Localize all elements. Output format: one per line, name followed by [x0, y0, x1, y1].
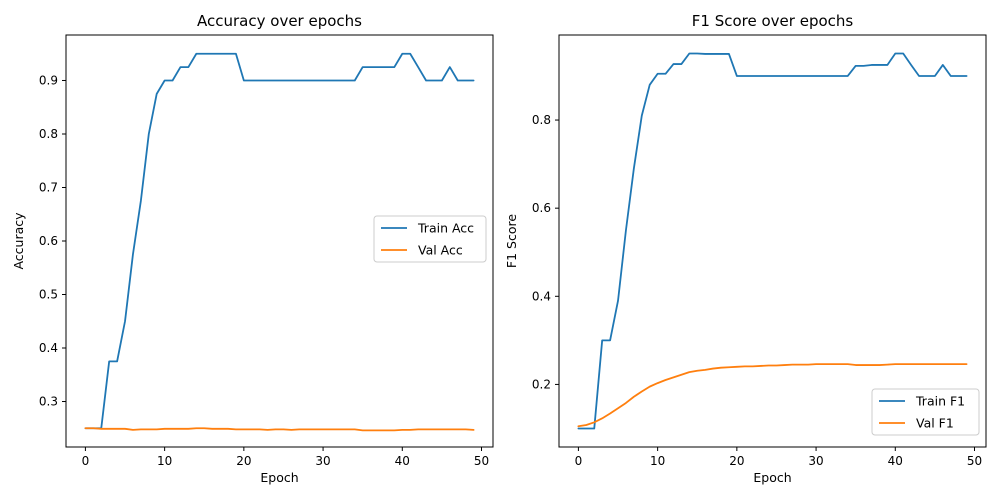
accuracy-y-tick-label: 0.5	[39, 288, 58, 302]
accuracy-x-axis-title: Epoch	[260, 470, 298, 485]
f1-y-axis-title: F1 Score	[504, 214, 519, 268]
accuracy-x-tick-label: 30	[315, 454, 330, 468]
f1-y-tick-label: 0.8	[532, 113, 551, 127]
f1-series-line-train	[577, 52, 968, 430]
accuracy-y-tick-label: 0.6	[39, 234, 58, 248]
f1-y-tick-label: 0.6	[532, 201, 551, 215]
f1-y-tick-label: 0.4	[532, 289, 551, 303]
accuracy-x-tick-label: 0	[82, 454, 90, 468]
accuracy-legend-label-val: Val Acc	[418, 243, 463, 258]
accuracy-y-tick-label: 0.7	[39, 180, 58, 194]
f1-x-tick-label: 0	[575, 454, 583, 468]
f1-chart-title: F1 Score over epochs	[692, 12, 854, 30]
f1-legend-label-val: Val F1	[916, 416, 954, 431]
accuracy-chart: Accuracy over epochs Epoch Accuracy Trai…	[11, 12, 494, 485]
accuracy-x-tick-label: 40	[395, 454, 410, 468]
f1-x-tick-label: 30	[808, 454, 823, 468]
f1-plot-frame	[558, 34, 987, 448]
accuracy-series-line-train	[84, 52, 475, 430]
accuracy-legend-label-train: Train Acc	[417, 221, 474, 236]
accuracy-y-tick-label: 0.3	[39, 395, 58, 409]
f1-x-tick-label: 20	[729, 454, 744, 468]
accuracy-x-tick-label: 50	[474, 454, 489, 468]
f1-chart: F1 Score over epochs Epoch F1 Score Trai…	[504, 12, 987, 485]
accuracy-y-axis-title: Accuracy	[11, 212, 26, 270]
f1-y-tick-label: 0.2	[532, 377, 551, 391]
accuracy-y-tick-label: 0.8	[39, 127, 58, 141]
accuracy-chart-title: Accuracy over epochs	[197, 12, 362, 30]
f1-x-tick-label: 10	[650, 454, 665, 468]
accuracy-y-tick-label: 0.4	[39, 341, 58, 355]
accuracy-series-line-val	[84, 427, 475, 432]
f1-x-axis-title: Epoch	[753, 470, 791, 485]
accuracy-y-tick-label: 0.9	[39, 73, 58, 87]
accuracy-x-tick-label: 20	[236, 454, 251, 468]
f1-x-tick-label: 40	[888, 454, 903, 468]
f1-series-line-val	[577, 363, 968, 428]
f1-legend-label-train: Train F1	[915, 394, 965, 409]
accuracy-x-tick-label: 10	[157, 454, 172, 468]
f1-x-tick-label: 50	[967, 454, 982, 468]
